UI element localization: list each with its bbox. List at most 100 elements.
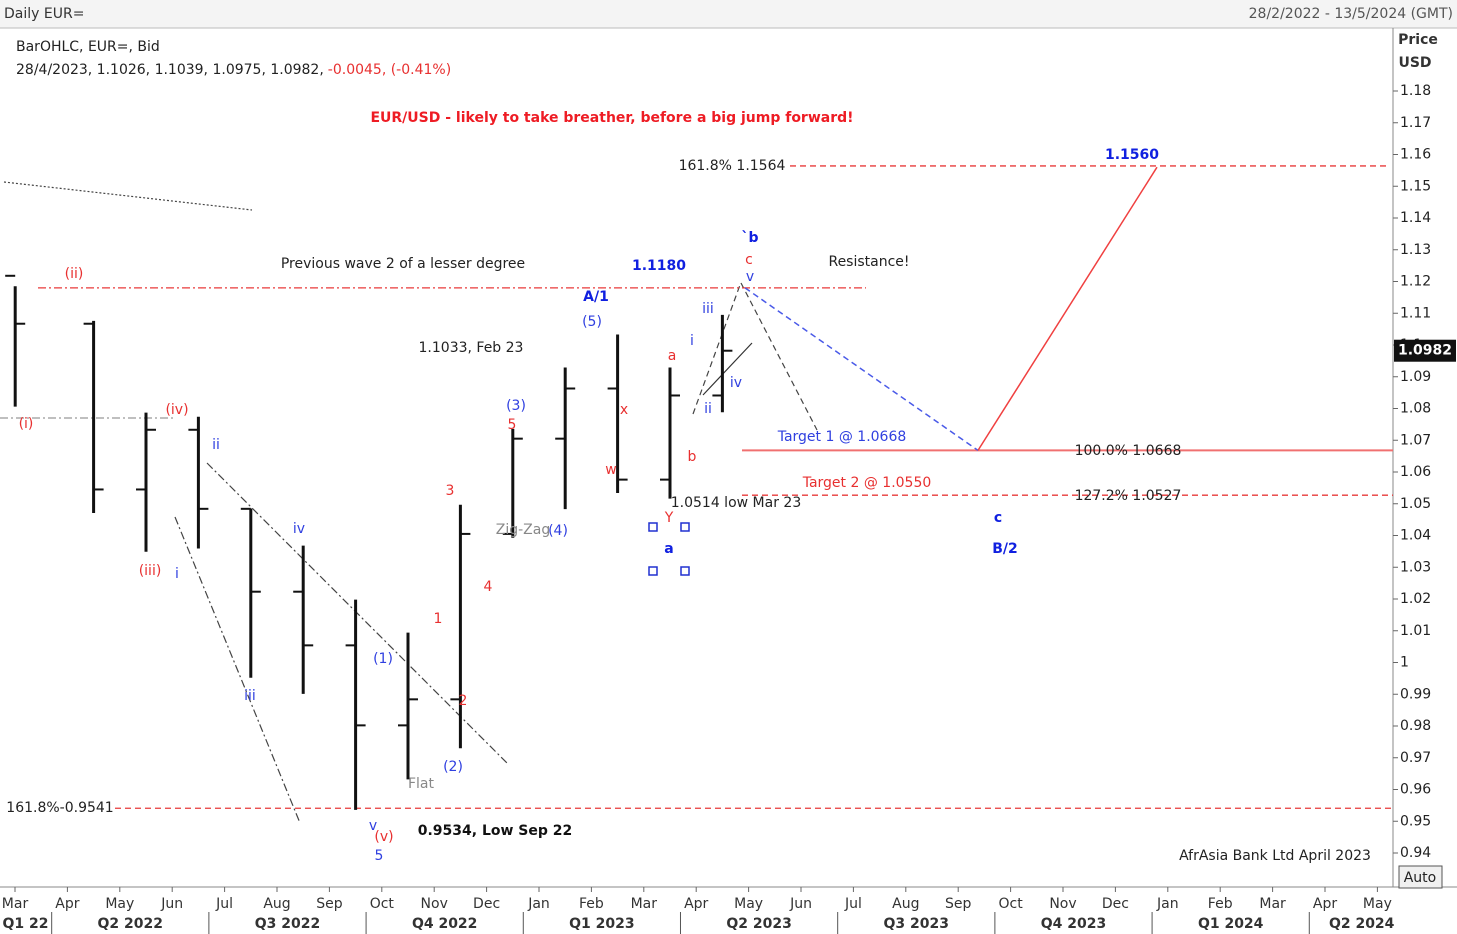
x-tick-label: Apr	[684, 896, 708, 912]
annotation: i	[175, 566, 179, 582]
annotation: `b	[741, 230, 758, 246]
annotation: (i)	[19, 416, 34, 432]
y-tick-label: 1.09	[1400, 369, 1431, 385]
annotation: 1.1560	[1105, 147, 1159, 163]
annotation: ii	[212, 437, 220, 453]
annotation: a	[664, 541, 673, 557]
annotation: 5	[375, 848, 384, 864]
y-tick-label: 1.16	[1400, 147, 1431, 163]
x-tick-label: Aug	[892, 896, 919, 912]
annotation: iv	[730, 375, 742, 391]
quarter-label: Q2 2022	[98, 916, 163, 932]
x-tick-label: Feb	[579, 896, 604, 912]
annotation: (4)	[548, 523, 568, 539]
quarter-label: Q3 2023	[884, 916, 949, 932]
annotation: iii	[702, 301, 714, 317]
wave-markers	[648, 522, 690, 576]
x-tick-label: Dec	[1102, 896, 1129, 912]
annotation: Flat	[408, 776, 435, 792]
x-tick-label: Jul	[215, 896, 233, 912]
annotation: Resistance!	[828, 254, 909, 270]
annotation: a	[668, 348, 677, 364]
annotation: w	[605, 462, 616, 478]
trend-line	[692, 284, 741, 415]
annotation: 1.1180	[632, 258, 686, 274]
trend-line	[740, 282, 818, 431]
annotation: 1.1033, Feb 23	[419, 340, 524, 356]
y-tick-label: 1.05	[1400, 496, 1431, 512]
annotation: 161.8% 1.1564	[679, 158, 786, 174]
quarter-label: Q4 2022	[412, 916, 477, 932]
quarter-label: Q1 2024	[1198, 916, 1264, 932]
quarter-label: Q1 2023	[569, 916, 634, 932]
auto-button[interactable]	[1398, 865, 1443, 889]
x-tick-label: Mar	[631, 896, 658, 912]
quarter-label: Q3 2022	[255, 916, 320, 932]
annotation: (iv)	[165, 402, 188, 418]
y-axis-unit: USD	[1398, 55, 1431, 71]
y-tick-label: 1.06	[1400, 464, 1431, 480]
x-tick-label: Sep	[316, 896, 343, 912]
trend-lines	[3, 181, 818, 824]
annotation: Target 1 @ 1.0668	[777, 429, 907, 445]
annotation: iii	[244, 688, 256, 704]
y-tick-label: 1.04	[1400, 528, 1431, 544]
y-tick-label: 1.08	[1400, 401, 1431, 417]
annotation: (ii)	[65, 266, 84, 282]
x-tick-label: May	[105, 896, 134, 912]
annotation: ii	[704, 401, 712, 417]
annotation: c	[745, 252, 753, 268]
y-tick-label: 1.13	[1400, 242, 1431, 258]
y-tick-label: 0.96	[1400, 782, 1431, 798]
x-tick-label: Dec	[473, 896, 500, 912]
header-bar	[0, 0, 1457, 28]
x-tick-label: Oct	[370, 896, 395, 912]
annotation: (iii)	[139, 563, 162, 579]
y-tick-label: 1.12	[1400, 274, 1431, 290]
annotation: i	[690, 333, 694, 349]
y-tick-label: 1.07	[1400, 432, 1431, 448]
x-tick-label: Apr	[55, 896, 79, 912]
annotation: 2	[459, 693, 468, 709]
x-tick-label: Nov	[421, 896, 448, 912]
annotation: Previous wave 2 of a lesser degree	[281, 256, 525, 272]
annotation: v	[369, 818, 377, 834]
quarter-label: Q2 2023	[726, 916, 791, 932]
annotation: 1.0514 low Mar 23	[671, 495, 801, 511]
x-tick-label: Jul	[844, 896, 862, 912]
y-tick-label: 1.02	[1400, 591, 1431, 607]
annotation: (1)	[373, 651, 393, 667]
annotation: Y	[664, 510, 674, 526]
annotation: 5	[508, 417, 517, 433]
x-tick-label: Aug	[263, 896, 290, 912]
auto-button-label[interactable]: Auto	[1404, 870, 1437, 886]
marker	[648, 566, 658, 576]
quarter-label: Q2 2024	[1329, 916, 1395, 932]
annotation: Zig-Zag	[496, 522, 550, 538]
y-tick-label: 1.17	[1400, 115, 1431, 131]
x-tick-label: Jun	[789, 896, 812, 912]
last-price-label: 1.0982	[1398, 343, 1452, 359]
date-range: 28/2/2022 - 13/5/2024 (GMT)	[1249, 6, 1453, 22]
x-tick-label: Jan	[527, 896, 550, 912]
annotation: AfrAsia Bank Ltd April 2023	[1179, 848, 1371, 864]
annotation: 1	[434, 611, 443, 627]
annotation: v	[746, 269, 754, 285]
x-tick-label: Mar	[2, 896, 29, 912]
projection-line	[744, 287, 979, 452]
x-tick-label: Oct	[998, 896, 1023, 912]
x-tick-label: Nov	[1049, 896, 1076, 912]
marker	[680, 522, 690, 532]
y-tick-label: 0.95	[1400, 813, 1431, 829]
last-price-tag	[1394, 339, 1456, 362]
chart-title: EUR/USD - likely to take breather, befor…	[370, 110, 853, 126]
annotation: 127.2% 1.0527	[1075, 488, 1182, 504]
annotation: Target 2 @ 1.0550	[802, 475, 932, 491]
annotation: x	[620, 402, 628, 418]
projection-line	[977, 166, 1158, 451]
y-tick-label: 1.03	[1400, 559, 1431, 575]
marker	[648, 522, 658, 532]
annotation: 3	[446, 483, 455, 499]
